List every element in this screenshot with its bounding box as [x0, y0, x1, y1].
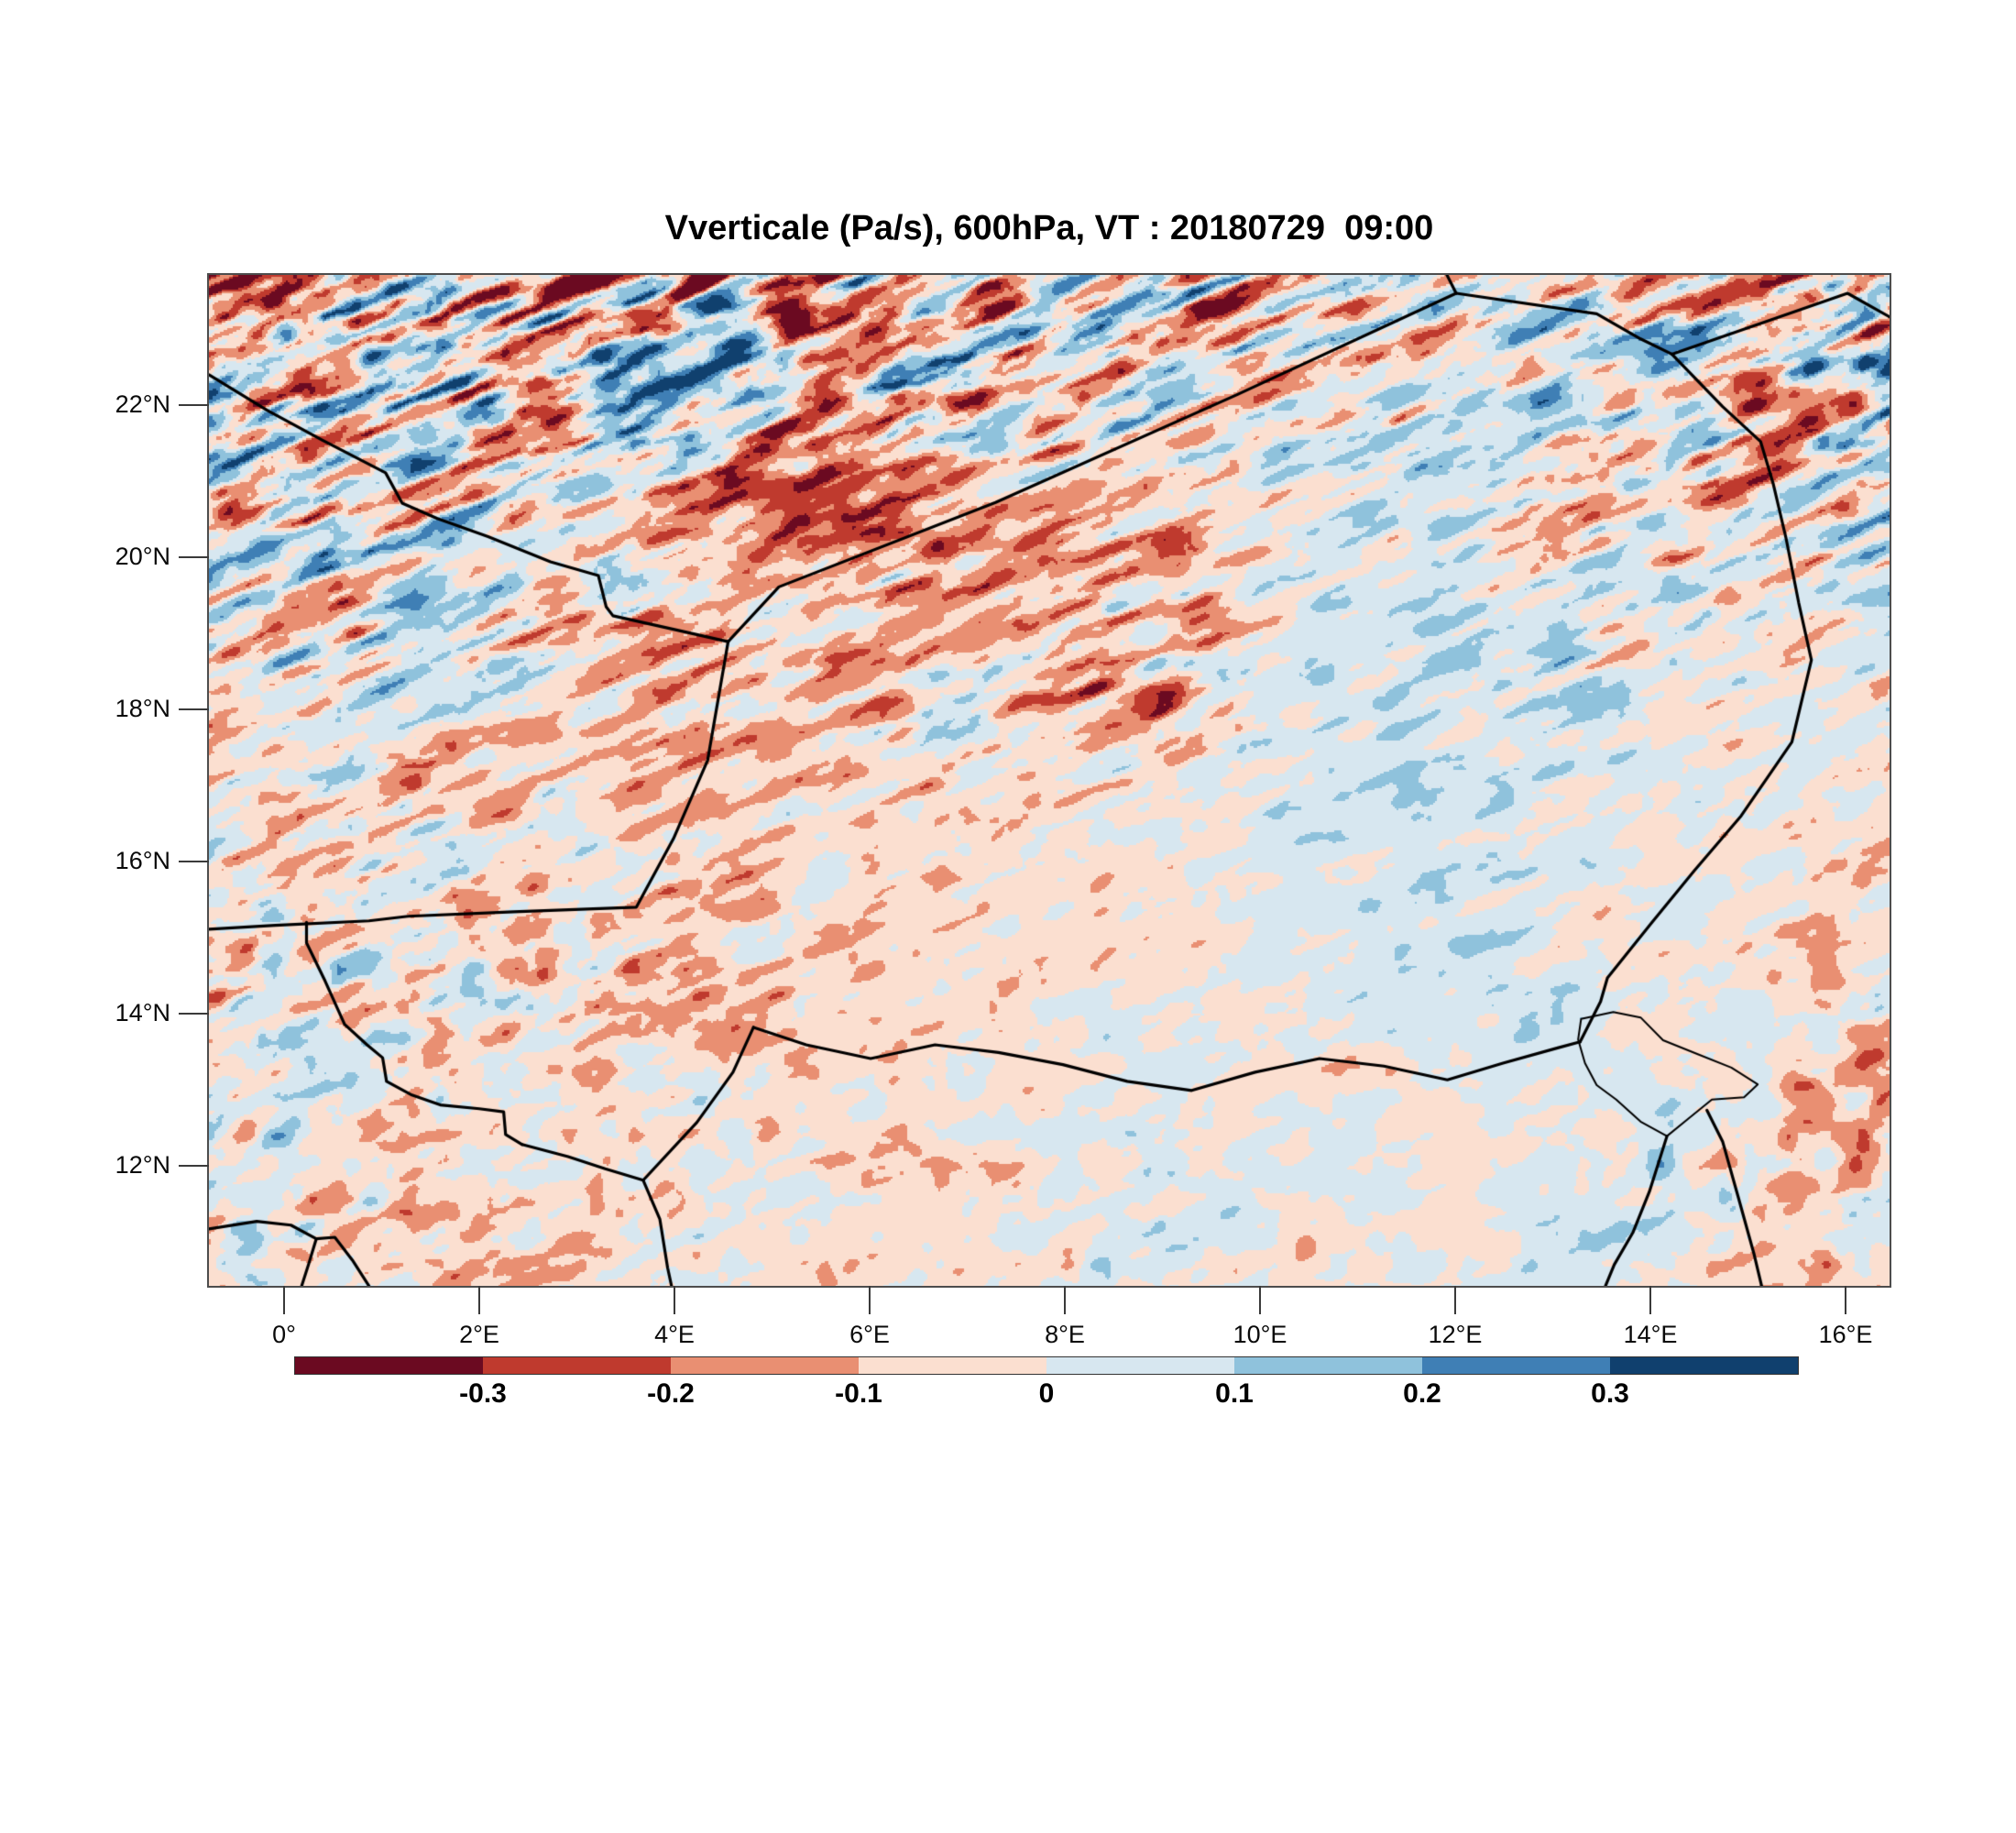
colorbar-segment — [295, 1357, 483, 1374]
colorbar-tick-label: 0 — [1038, 1378, 1055, 1409]
x-tick — [283, 1286, 285, 1314]
y-tick-label: 22°N — [115, 390, 170, 418]
x-tick-label: 16°E — [1818, 1321, 1873, 1348]
y-tick-label: 12°N — [115, 1151, 170, 1179]
colorbar-tick-label: 0.3 — [1591, 1378, 1629, 1409]
x-tick — [1259, 1286, 1261, 1314]
x-tick-label: 4°E — [654, 1321, 695, 1348]
map-canvas — [209, 275, 1890, 1286]
x-tick-label: 10°E — [1233, 1321, 1287, 1348]
x-tick-label: 12°E — [1428, 1321, 1483, 1348]
colorbar-segment — [1610, 1357, 1798, 1374]
colorbar-segment — [671, 1357, 859, 1374]
y-tick — [179, 404, 209, 406]
x-tick-label: 8°E — [1045, 1321, 1085, 1348]
x-tick — [1454, 1286, 1456, 1314]
y-tick — [179, 708, 209, 710]
chart-title: Vverticale (Pa/s), 600hPa, VT : 20180729… — [664, 209, 1434, 247]
y-tick — [179, 1165, 209, 1167]
y-tick-label: 18°N — [115, 695, 170, 722]
colorbar-segment — [1046, 1357, 1234, 1374]
x-tick-label: 0° — [272, 1321, 296, 1348]
x-tick — [869, 1286, 871, 1314]
x-tick — [1649, 1286, 1651, 1314]
colorbar-tick-label: -0.3 — [459, 1378, 507, 1409]
colorbar-tick-label: 0.1 — [1215, 1378, 1254, 1409]
colorbar-tick-label: 0.2 — [1403, 1378, 1441, 1409]
x-tick — [478, 1286, 480, 1314]
colorbar-tick-label: -0.1 — [835, 1378, 882, 1409]
colorbar-segment — [1422, 1357, 1610, 1374]
colorbar-segment — [1234, 1357, 1422, 1374]
x-tick-label: 14°E — [1623, 1321, 1678, 1348]
x-tick-label: 6°E — [849, 1321, 890, 1348]
colorbar-segment — [859, 1357, 1046, 1374]
x-tick — [1064, 1286, 1066, 1314]
y-tick-label: 14°N — [115, 999, 170, 1026]
colorbar — [294, 1356, 1799, 1375]
y-tick — [179, 556, 209, 558]
y-tick — [179, 861, 209, 862]
colorbar-tick-label: -0.2 — [647, 1378, 695, 1409]
x-tick-label: 2°E — [459, 1321, 499, 1348]
x-tick — [674, 1286, 675, 1314]
y-tick — [179, 1013, 209, 1015]
x-tick — [1845, 1286, 1846, 1314]
y-tick-label: 16°N — [115, 847, 170, 874]
colorbar-segment — [483, 1357, 671, 1374]
y-tick-label: 20°N — [115, 543, 170, 570]
